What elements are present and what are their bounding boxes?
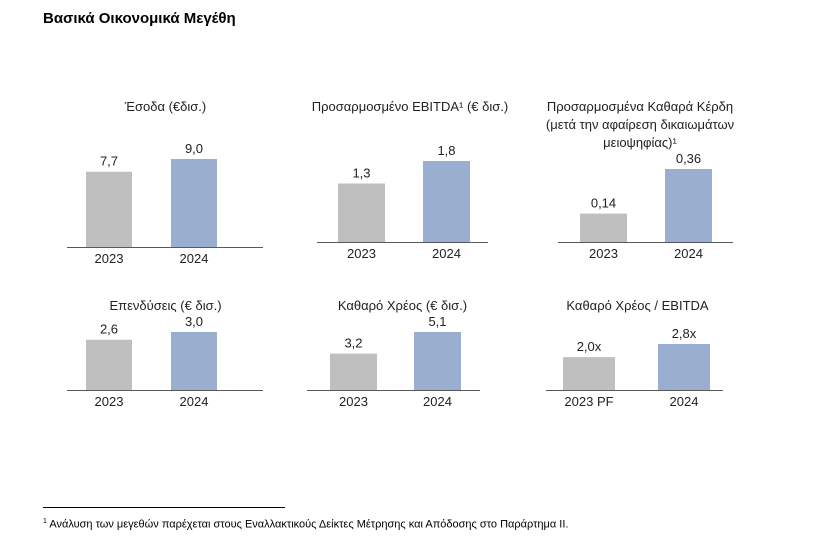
data-label: 2,6 — [100, 322, 118, 337]
data-label: 2,0x — [577, 339, 602, 354]
x-tick-label: 2024 — [674, 246, 703, 261]
chart-title-line-3: μειοψηφίας)¹ — [603, 135, 677, 150]
page-title: Βασικά Οικονομικά Μεγέθη — [43, 10, 236, 27]
bar-2023-pf — [563, 357, 615, 390]
data-label: 3,2 — [344, 336, 362, 351]
x-tick-label: 2024 — [432, 246, 461, 261]
x-tick-label: 2023 — [95, 394, 124, 409]
chart-title-investments: Επενδύσεις (€ δισ.) — [109, 298, 222, 313]
x-tick-label: 2023 — [95, 251, 124, 266]
chart-title-line-1: Προσαρμοσμένα Καθαρά Κέρδη — [546, 99, 734, 114]
footnote-text: Ανάλυση των μεγεθών παρέχεται στους Εναλ… — [49, 518, 569, 531]
chart-title-net-debt-ebitda: Καθαρό Χρέος / EBITDA — [566, 298, 709, 313]
data-label: 7,7 — [100, 154, 118, 169]
data-label: 9,0 — [185, 141, 203, 156]
footnote-divider — [43, 507, 285, 508]
bar-2023 — [86, 339, 132, 390]
x-tick-label: 2023 — [339, 394, 368, 409]
data-label: 1,8 — [437, 143, 455, 158]
bar-2024 — [171, 332, 217, 390]
x-tick-label: 2024 — [670, 394, 699, 409]
chart-title-net-debt: Καθαρό Χρέος (€ δισ.) — [337, 298, 468, 313]
data-label: 0,14 — [591, 196, 616, 211]
footnote: 1 Ανάλυση των μεγεθών παρέχεται στους Εν… — [43, 518, 568, 531]
footnote-marker: 1 — [43, 518, 47, 525]
bar-2024 — [414, 332, 461, 390]
bar-2024 — [665, 169, 712, 242]
bar-2023 — [580, 213, 627, 242]
chart-title-adjusted-ebitda: Προσαρμοσμένο EBITDA¹ (€ δισ.) — [311, 99, 509, 114]
x-tick-label: 2023 — [589, 246, 618, 261]
data-label: 3,0 — [185, 314, 203, 329]
x-tick-label: 2023 PF — [564, 394, 613, 409]
data-label: 0,36 — [676, 151, 701, 166]
bar-2023 — [86, 171, 132, 247]
chart-title-revenue: Έσοδα (€δισ.) — [124, 99, 207, 114]
bar-2023 — [338, 183, 385, 242]
chart-title-adjusted-net-income: Προσαρμοσμένα Καθαρά Κέρδη (μετά την αφα… — [525, 98, 755, 152]
data-label: 2,8x — [672, 326, 697, 341]
x-tick-label: 2024 — [180, 251, 209, 266]
bar-2024 — [658, 344, 710, 390]
data-label: 1,3 — [352, 166, 370, 181]
x-tick-label: 2024 — [423, 394, 452, 409]
bar-2024 — [423, 161, 470, 242]
data-label: 5,1 — [428, 314, 446, 329]
chart-title-line-2: (μετά την αφαίρεση δικαιωμάτων — [545, 117, 735, 132]
bar-2023 — [330, 353, 377, 390]
x-tick-label: 2023 — [347, 246, 376, 261]
x-tick-label: 2024 — [180, 394, 209, 409]
bar-2024 — [171, 159, 217, 247]
